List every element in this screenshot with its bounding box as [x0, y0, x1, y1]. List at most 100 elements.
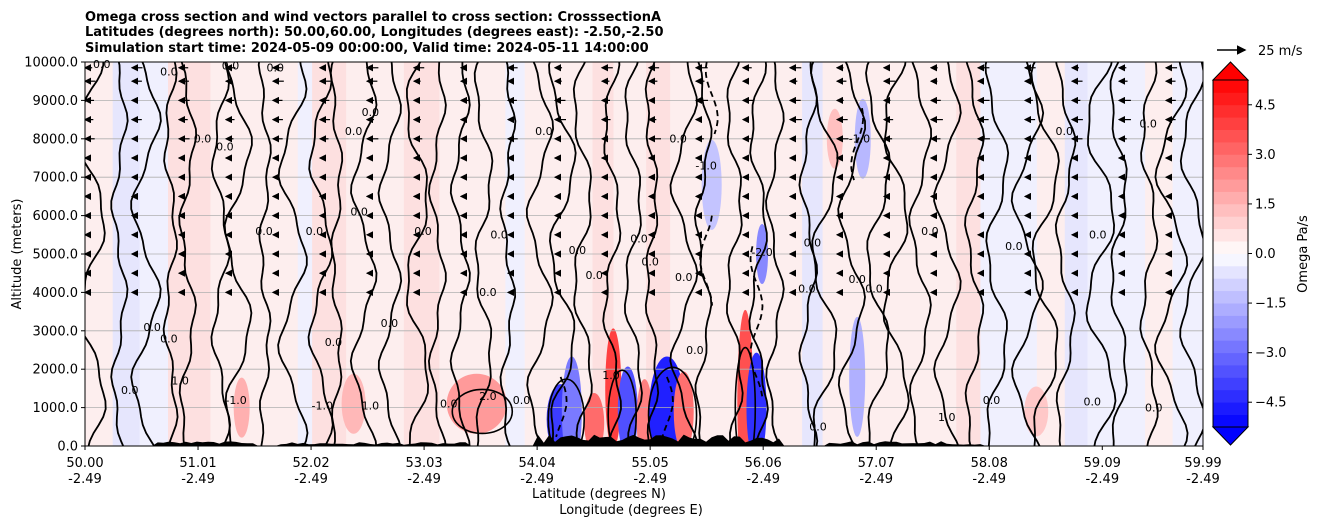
omega-blob	[1024, 386, 1049, 437]
contour-line	[548, 62, 577, 446]
contour-label: 0.0	[440, 398, 458, 411]
x-axis: 50.00-2.4951.01-2.4952.02-2.4953.03-2.49…	[66, 446, 1222, 487]
contour-line	[162, 62, 179, 446]
colorbar-bin	[1213, 203, 1248, 217]
y-tick-label: 1000.0	[33, 401, 79, 416]
colorbar-bin	[1213, 265, 1248, 279]
chart-title-line-3: Simulation start time: 2024-05-09 00:00:…	[85, 41, 649, 56]
contour-line	[377, 62, 403, 446]
x-tick-label-lat: 52.02	[292, 456, 329, 471]
contour-label: -1.0	[312, 400, 333, 413]
contour-line	[427, 62, 447, 446]
y-tick-label: 10000.0	[24, 56, 78, 71]
colorbar-bin	[1213, 303, 1248, 316]
x-tick-label-lon: -2.49	[407, 472, 441, 487]
contour-loop	[451, 388, 514, 435]
y-axis-label: Altitude (meters)	[10, 199, 25, 310]
x-tick-label-lat: 59.09	[1084, 456, 1121, 471]
contour-line	[1085, 62, 1117, 446]
colorbar-bin	[1213, 241, 1248, 254]
contour-label: 0.0	[121, 384, 139, 397]
chart-title-line-2: Latitudes (degrees north): 50.00,60.00, …	[85, 25, 664, 40]
contour-line	[85, 62, 107, 446]
contour-label: 1.0	[938, 411, 956, 424]
wind-vectors	[85, 64, 1178, 296]
y-axis: 0.0 1000.0 2000.0 3000.0 4000.0 5000.0 6000.0 7…	[24, 56, 85, 455]
contour-line	[837, 62, 867, 446]
contour-label: 0.0	[160, 65, 178, 78]
y-tick-label: 2000.0	[33, 363, 79, 378]
y-tick-label: 7000.0	[33, 171, 79, 186]
contour-line	[178, 62, 198, 446]
x-axis-label: Latitude (degrees N)	[532, 487, 666, 502]
colorbar-bin	[1213, 191, 1248, 205]
colorbar-bin	[1213, 315, 1248, 329]
contour-line	[933, 62, 962, 446]
contour-line	[110, 62, 129, 446]
contour-line	[865, 62, 891, 446]
contour-line-negative	[661, 376, 674, 438]
colorbar-bin	[1213, 402, 1248, 415]
contour-label: 0.0	[1083, 396, 1101, 409]
contour-label: 1.0	[171, 375, 189, 388]
contour-line-negative	[749, 246, 764, 397]
contour-label: 0.0	[93, 58, 111, 71]
x-tick-label-lon: -2.49	[181, 472, 215, 487]
contour-label: 0.0	[1139, 117, 1157, 130]
colorbar-bin	[1213, 154, 1248, 168]
colorbar-bin	[1213, 228, 1248, 242]
contour-label: 0.0	[222, 60, 240, 73]
colorbar-tick-label: 3.0	[1255, 148, 1276, 163]
colorbar-bin	[1213, 166, 1248, 180]
contour-line	[1054, 62, 1077, 446]
terrain	[85, 434, 1203, 446]
contour-loop	[607, 369, 637, 446]
y-tick-label: 6000.0	[33, 209, 79, 224]
contour-line	[525, 62, 555, 446]
contour-loop	[547, 378, 586, 446]
contour-line	[748, 62, 769, 446]
contour-label: -1.0	[225, 394, 246, 407]
quiver-key-label: 25 m/s	[1258, 44, 1303, 59]
colorbar-tick-label: 1.5	[1255, 197, 1276, 212]
x-axis-label-secondary: Longitude (degrees E)	[559, 503, 703, 518]
contour-label: 2.0	[479, 390, 497, 403]
contour-label: 0.0	[865, 282, 883, 295]
colorbar-bin	[1213, 253, 1248, 267]
colorbar-extend-max	[1211, 61, 1250, 81]
contour-label: -1.0	[695, 160, 716, 173]
contour-label: 0.0	[1055, 125, 1073, 138]
y-tick-label: 8000.0	[33, 132, 79, 147]
x-tick-label-lat: 57.07	[858, 456, 895, 471]
contour-label: 0.0	[350, 206, 368, 219]
contour-label: 0.0	[513, 394, 531, 407]
y-tick-label: 9000.0	[33, 94, 79, 109]
colorbar-bin	[1213, 80, 1248, 93]
contour-line	[499, 62, 517, 446]
contour-loop	[734, 346, 757, 446]
colorbar-bin	[1213, 365, 1248, 378]
contour-label: 0.0	[414, 225, 432, 238]
contour-line	[984, 62, 1010, 446]
contour-line-negative	[555, 376, 568, 438]
contour-label: 0.0	[381, 317, 399, 330]
contour-label: 0.0	[848, 273, 866, 286]
x-tick-label-lon: -2.49	[633, 472, 667, 487]
contour-line	[130, 62, 162, 446]
contour-label: 0.0	[194, 133, 212, 146]
contour-line	[257, 62, 272, 446]
x-tick-label-lat: 53.03	[405, 456, 442, 471]
y-tick-label: 0.0	[57, 440, 78, 455]
contour-label: 0.0	[675, 271, 693, 284]
omega-shading	[85, 62, 1203, 446]
contour-label: 0.0	[569, 244, 587, 257]
contour-line	[1109, 62, 1128, 446]
contour-line-negative	[699, 215, 713, 306]
y-tick-label: 3000.0	[33, 324, 79, 339]
x-tick-label-lat: 50.00	[66, 456, 103, 471]
omega-blob	[605, 328, 622, 446]
x-tick-label-lon: -2.49	[972, 472, 1006, 487]
colorbar-bin	[1213, 327, 1248, 341]
x-tick-label-lat: 51.01	[179, 456, 216, 471]
